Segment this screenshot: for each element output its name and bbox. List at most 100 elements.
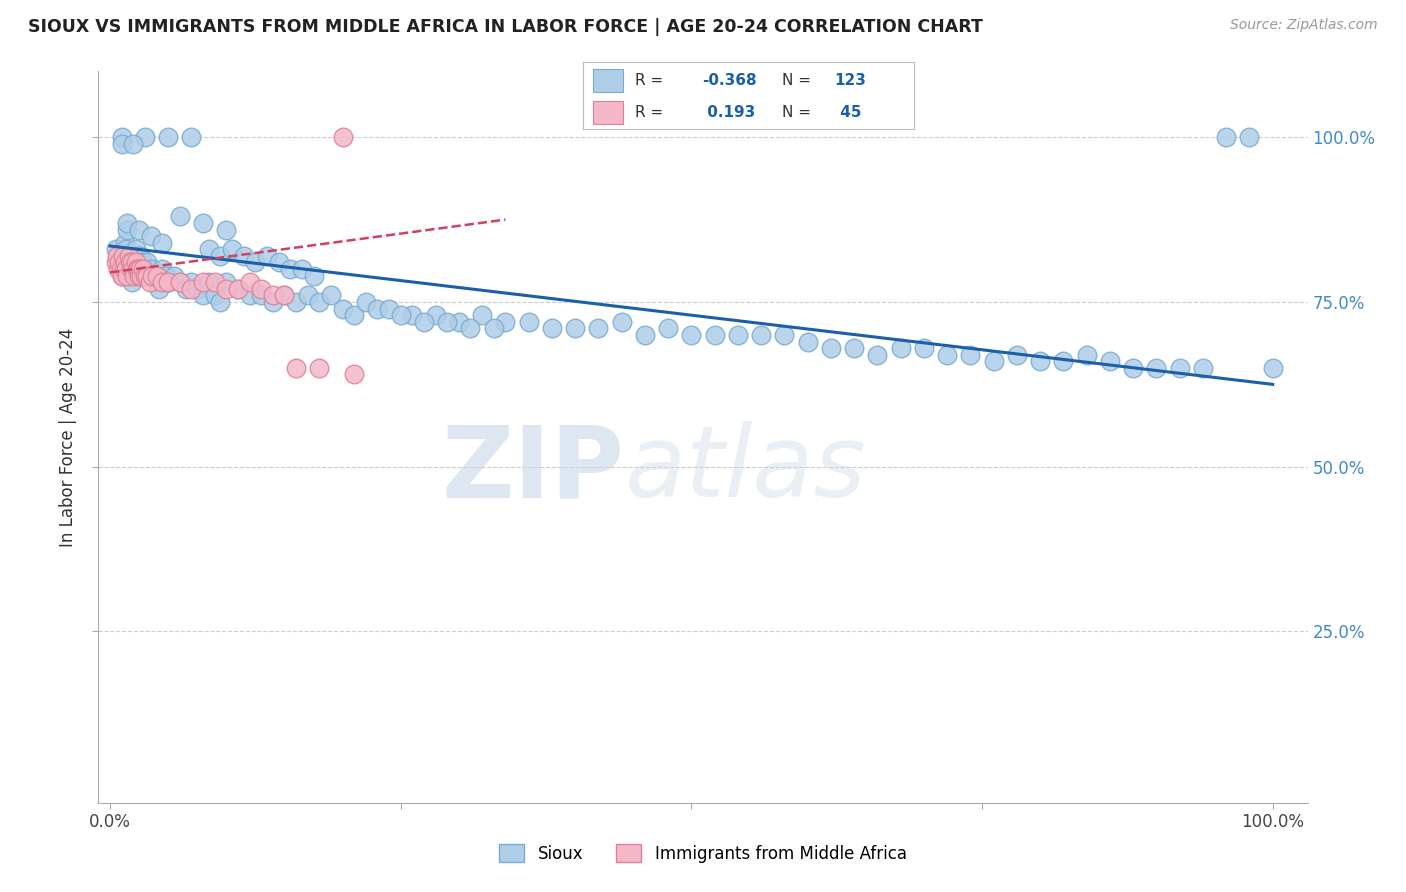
Point	[150, 235, 173, 250]
Point	[180, 130, 202, 145]
Text: ZIP: ZIP	[441, 422, 624, 518]
Point	[128, 222, 150, 236]
Point	[389, 308, 412, 322]
Point	[425, 308, 447, 322]
Point	[127, 255, 149, 269]
Point	[110, 262, 132, 277]
Point	[634, 327, 657, 342]
Point	[150, 275, 173, 289]
Point	[215, 222, 238, 236]
Point	[111, 262, 134, 277]
Point	[145, 268, 167, 283]
Point	[773, 327, 796, 342]
Point	[1098, 354, 1121, 368]
Point	[262, 295, 284, 310]
Point	[129, 262, 152, 277]
Point	[267, 255, 290, 269]
Point	[198, 275, 221, 289]
Point	[959, 348, 981, 362]
Point	[111, 268, 134, 283]
Point	[121, 275, 143, 289]
Point	[226, 282, 249, 296]
Point	[174, 282, 197, 296]
Point	[111, 130, 134, 145]
Point	[239, 288, 262, 302]
Point	[482, 321, 505, 335]
Point	[186, 282, 208, 296]
Point	[157, 275, 180, 289]
Point	[108, 255, 131, 269]
Point	[209, 249, 232, 263]
Point	[128, 262, 150, 277]
Point	[112, 242, 135, 256]
Point	[703, 327, 725, 342]
Point	[191, 288, 214, 302]
Point	[134, 130, 156, 145]
Point	[319, 288, 342, 302]
Point	[796, 334, 818, 349]
Point	[278, 262, 301, 277]
Point	[129, 249, 152, 263]
Point	[127, 262, 149, 277]
Point	[749, 327, 772, 342]
Point	[204, 275, 226, 289]
Point	[191, 216, 214, 230]
Point	[136, 255, 159, 269]
Point	[118, 262, 141, 277]
Point	[256, 249, 278, 263]
Point	[273, 288, 295, 302]
Point	[215, 275, 238, 289]
Point	[124, 262, 146, 277]
Bar	[593, 102, 623, 124]
Point	[1144, 360, 1167, 375]
Point	[118, 255, 141, 269]
Point	[366, 301, 388, 316]
Point	[436, 315, 458, 329]
Text: 45: 45	[835, 105, 860, 120]
Text: Source: ZipAtlas.com: Source: ZipAtlas.com	[1230, 18, 1378, 32]
Point	[136, 268, 159, 283]
Point	[112, 262, 135, 277]
Point	[141, 268, 163, 283]
Point	[936, 348, 959, 362]
Text: atlas: atlas	[624, 422, 866, 518]
Y-axis label: In Labor Force | Age 20-24: In Labor Force | Age 20-24	[59, 327, 77, 547]
Point	[125, 262, 148, 277]
Point	[145, 275, 167, 289]
Point	[413, 315, 436, 329]
Point	[471, 308, 494, 322]
Point	[866, 348, 889, 362]
Text: -0.368: -0.368	[703, 73, 756, 88]
Point	[820, 341, 842, 355]
Point	[681, 327, 703, 342]
Point	[115, 242, 138, 256]
Point	[447, 315, 470, 329]
Point	[115, 262, 138, 277]
Point	[250, 282, 273, 296]
Point	[157, 130, 180, 145]
Point	[215, 282, 238, 296]
Point	[138, 268, 160, 283]
Point	[1122, 360, 1144, 375]
Point	[122, 262, 145, 277]
Point	[191, 275, 214, 289]
Point	[124, 255, 146, 269]
Point	[117, 249, 139, 263]
Point	[221, 242, 243, 256]
Point	[111, 136, 134, 151]
Text: 0.193: 0.193	[703, 105, 755, 120]
Point	[239, 275, 262, 289]
Point	[226, 282, 249, 296]
Point	[291, 262, 314, 277]
Point	[124, 268, 146, 283]
Text: N =: N =	[782, 105, 811, 120]
Text: SIOUX VS IMMIGRANTS FROM MIDDLE AFRICA IN LABOR FORCE | AGE 20-24 CORRELATION CH: SIOUX VS IMMIGRANTS FROM MIDDLE AFRICA I…	[28, 18, 983, 36]
Point	[131, 262, 153, 277]
Point	[343, 308, 366, 322]
Point	[169, 210, 191, 224]
Point	[657, 321, 679, 335]
Point	[121, 255, 143, 269]
Point	[912, 341, 935, 355]
Point	[494, 315, 516, 329]
Point	[332, 130, 354, 145]
